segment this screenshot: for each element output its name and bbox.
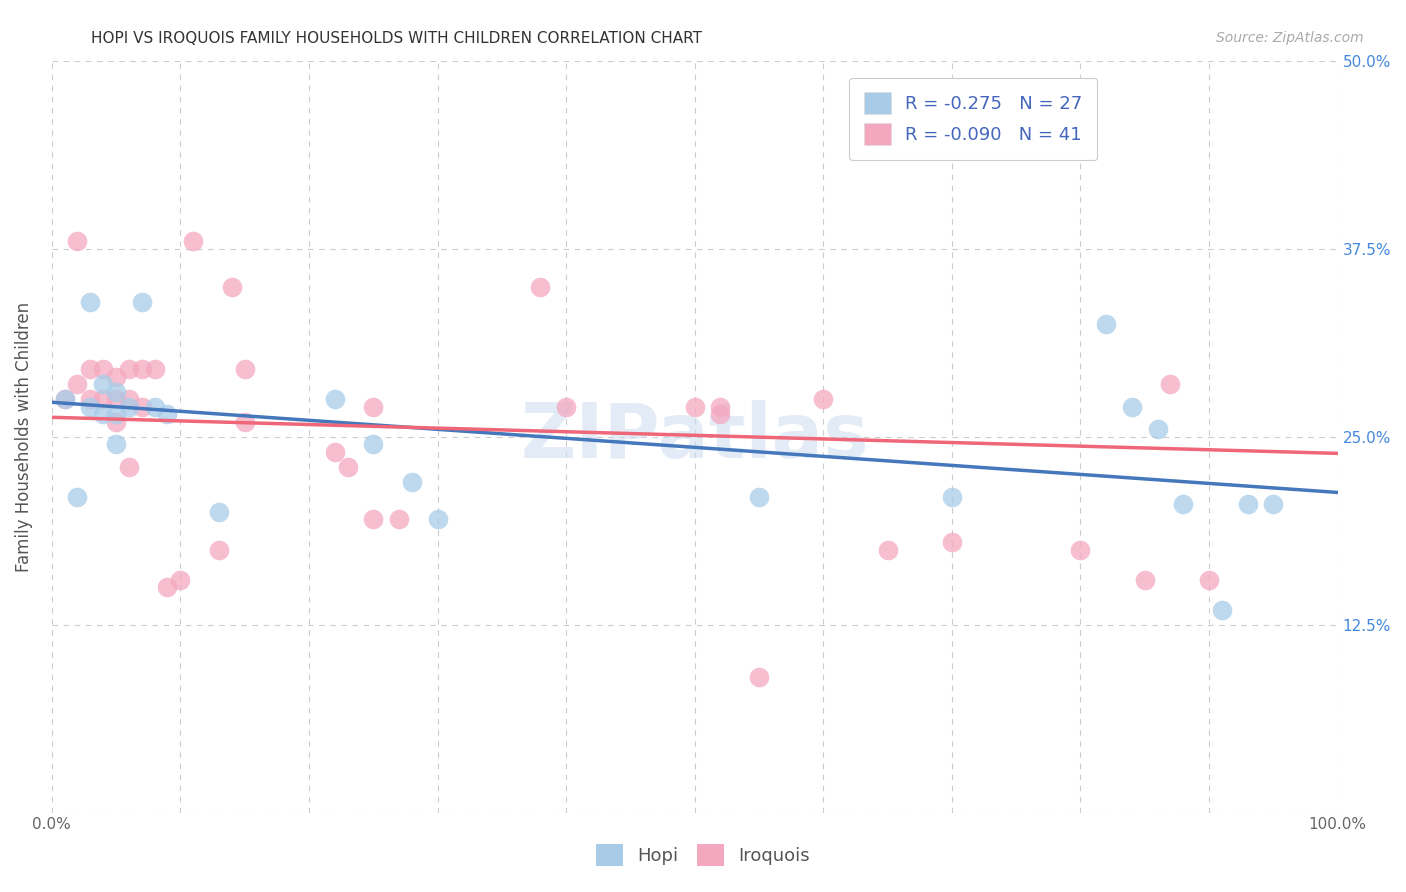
Point <box>79 294 101 309</box>
Point <box>555 400 578 414</box>
Point <box>941 535 963 549</box>
Point <box>79 392 101 407</box>
Point <box>1069 542 1091 557</box>
Point <box>169 573 191 587</box>
Point <box>91 362 114 376</box>
Point <box>233 362 256 376</box>
Point <box>105 384 128 399</box>
Point <box>181 235 204 249</box>
Point <box>91 377 114 392</box>
Point <box>118 362 141 376</box>
Point <box>105 392 128 407</box>
Point <box>118 392 141 407</box>
Point <box>79 362 101 376</box>
Point <box>66 490 89 504</box>
Point <box>748 670 770 684</box>
Point <box>143 362 166 376</box>
Text: ZIPatlas: ZIPatlas <box>520 400 869 474</box>
Point <box>323 392 346 407</box>
Point <box>1236 498 1258 512</box>
Point <box>1159 377 1181 392</box>
Point <box>813 392 835 407</box>
Point <box>91 392 114 407</box>
Point <box>1095 317 1118 331</box>
Text: Source: ZipAtlas.com: Source: ZipAtlas.com <box>1216 31 1364 45</box>
Text: HOPI VS IROQUOIS FAMILY HOUSEHOLDS WITH CHILDREN CORRELATION CHART: HOPI VS IROQUOIS FAMILY HOUSEHOLDS WITH … <box>91 31 703 46</box>
Point <box>683 400 706 414</box>
Point <box>1211 602 1233 616</box>
Point <box>79 400 101 414</box>
Point <box>748 490 770 504</box>
Point <box>66 235 89 249</box>
Point <box>221 279 243 293</box>
Point <box>143 400 166 414</box>
Point <box>361 437 384 451</box>
Point <box>709 400 731 414</box>
Legend: Hopi, Iroquois: Hopi, Iroquois <box>583 831 823 879</box>
Point <box>131 294 153 309</box>
Point <box>105 407 128 421</box>
Legend: R = -0.275   N = 27, R = -0.090   N = 41: R = -0.275 N = 27, R = -0.090 N = 41 <box>849 78 1097 160</box>
Point <box>1198 573 1220 587</box>
Point <box>336 459 359 474</box>
Point <box>105 415 128 429</box>
Point <box>361 400 384 414</box>
Point <box>118 400 141 414</box>
Point <box>131 400 153 414</box>
Point <box>53 392 76 407</box>
Point <box>1146 422 1168 436</box>
Point <box>105 369 128 384</box>
Point <box>66 377 89 392</box>
Point <box>118 459 141 474</box>
Point <box>529 279 551 293</box>
Point <box>1133 573 1156 587</box>
Point <box>1263 498 1285 512</box>
Point <box>156 580 179 594</box>
Point <box>1173 498 1195 512</box>
Point <box>941 490 963 504</box>
Point <box>876 542 898 557</box>
Point <box>1121 400 1143 414</box>
Point <box>388 512 411 526</box>
Point <box>361 512 384 526</box>
Point <box>208 542 231 557</box>
Point <box>401 475 423 489</box>
Point <box>156 407 179 421</box>
Point <box>233 415 256 429</box>
Point <box>91 407 114 421</box>
Point <box>323 445 346 459</box>
Point <box>709 407 731 421</box>
Point <box>131 362 153 376</box>
Point <box>208 505 231 519</box>
Point <box>105 437 128 451</box>
Point <box>53 392 76 407</box>
Y-axis label: Family Households with Children: Family Households with Children <box>15 301 32 572</box>
Point <box>426 512 449 526</box>
